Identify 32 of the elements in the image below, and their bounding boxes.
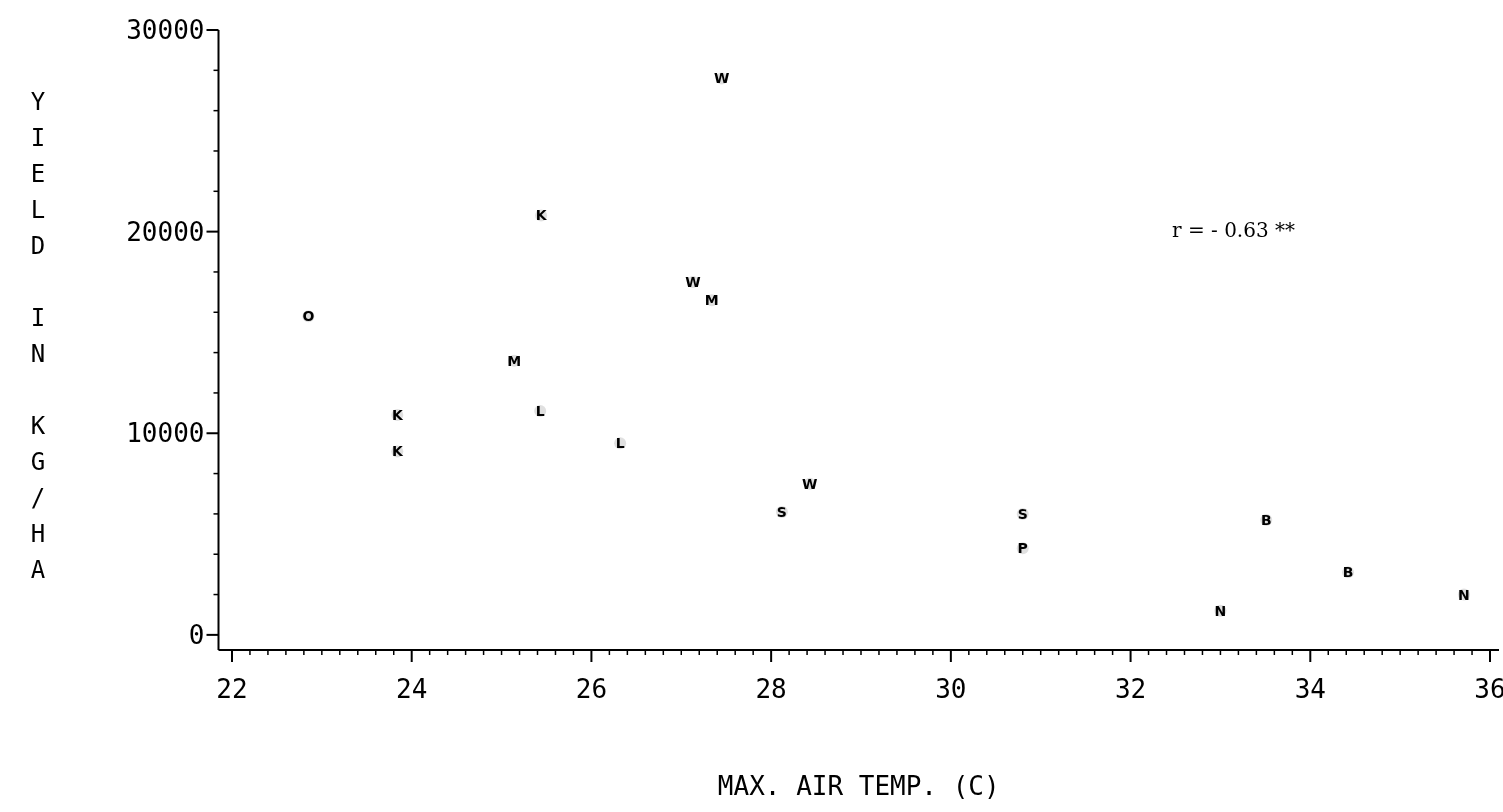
series-label: M [704, 292, 719, 309]
text: N [1214, 602, 1227, 619]
y-tick-label: 10000 [126, 418, 205, 449]
series-label: N [1458, 586, 1470, 603]
series-label: S [776, 503, 787, 520]
text: K [391, 443, 403, 460]
series-label: O [302, 308, 315, 325]
series-label: P [1017, 540, 1028, 557]
x-tick-label: 22 [216, 674, 248, 704]
x-tick-label: 24 [396, 674, 428, 704]
text: K [391, 407, 403, 424]
y-tick-label: 20000 [126, 216, 205, 247]
series-label: K [535, 207, 548, 224]
text: S [1017, 505, 1028, 522]
text: W [685, 274, 701, 291]
y-tick-label: 30000 [126, 15, 205, 45]
series-label: L [535, 403, 545, 420]
series-label: B [1342, 564, 1354, 581]
series-label: W [802, 475, 818, 492]
x-tick-label: 34 [1294, 674, 1326, 704]
text: B [1260, 511, 1272, 528]
x-tick-label: 26 [575, 674, 608, 704]
text: M [507, 352, 522, 369]
text: L [615, 435, 625, 452]
text: W [713, 70, 730, 87]
y-tick-label: 0 [188, 619, 205, 650]
text: YIELD IN KG/HA [30, 88, 46, 584]
x-tick-label: 30 [935, 674, 967, 704]
annotation: r = - 0.63 ** [1172, 218, 1296, 242]
x-tick-label: 28 [755, 674, 787, 704]
x-tick-label: 32 [1114, 674, 1147, 704]
x-axis-title: MAX. AIR TEMP. (C) [717, 771, 1000, 801]
